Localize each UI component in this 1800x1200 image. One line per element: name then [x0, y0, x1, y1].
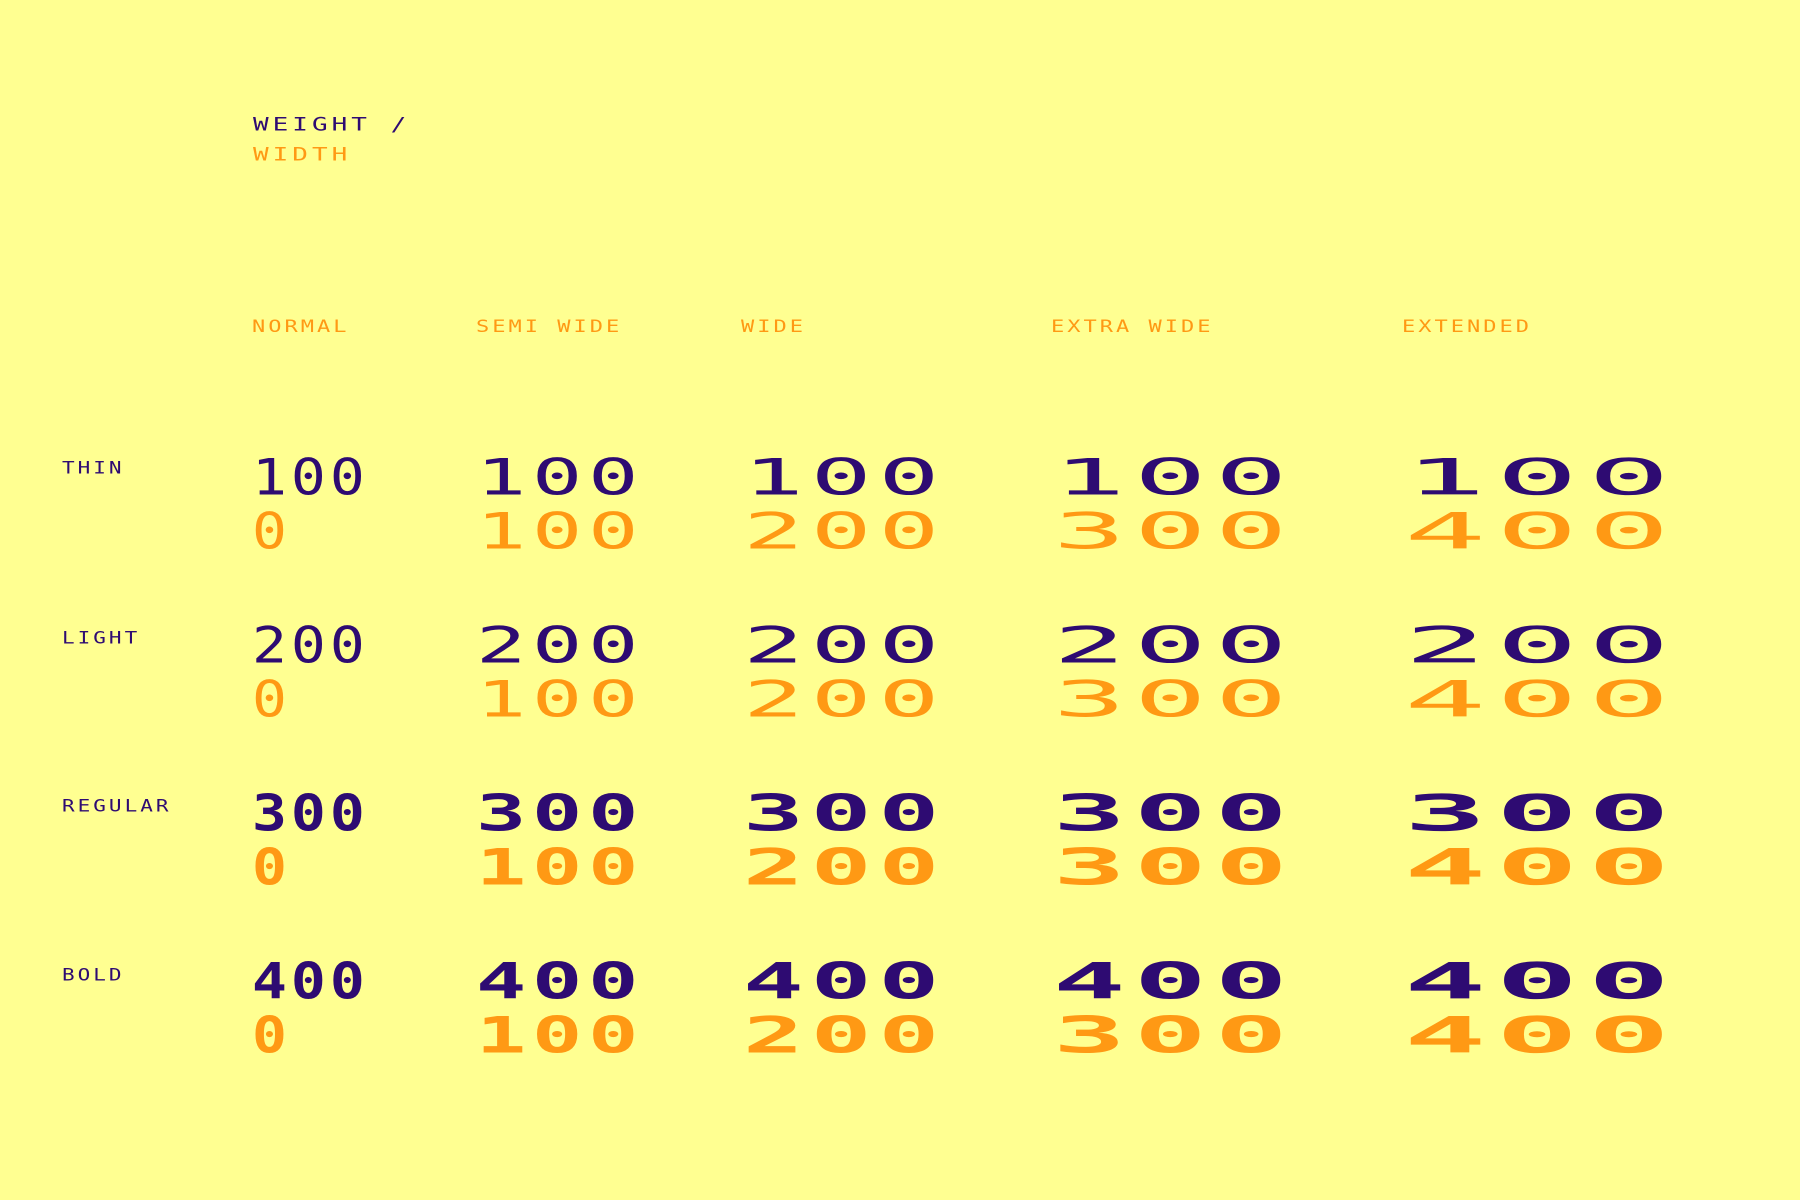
width-value: 100 [476, 669, 645, 729]
sample-light-extended: 200 400 [1404, 620, 1670, 730]
width-value: 400 [1404, 1005, 1680, 1065]
weight-title: WEIGHT / [253, 114, 411, 136]
sample-light-wide: 200 200 [743, 620, 939, 730]
width-value: 100 [476, 837, 645, 897]
column-header-extended: EXTENDED [1402, 317, 1532, 337]
width-value: 300 [1053, 669, 1296, 729]
weight-value: 400 [476, 951, 645, 1011]
sample-regular-normal: 300 0 [252, 783, 369, 898]
width-title: WIDTH [253, 144, 352, 166]
width-value: 300 [1053, 837, 1296, 897]
weight-value: 200 [1053, 615, 1296, 675]
weight-value: 400 [1404, 951, 1680, 1011]
sample-thin-wide: 100 200 [743, 452, 939, 562]
row-label-light: LIGHT [62, 628, 141, 648]
width-value: 100 [476, 1005, 645, 1065]
sample-regular-semi-wide: 300 100 [476, 788, 638, 898]
width-value: 0 [252, 501, 291, 561]
width-value: 400 [1404, 501, 1680, 561]
column-header-extra-wide: EXTRA WIDE [1051, 317, 1214, 337]
sample-bold-extra-wide: 400 300 [1053, 956, 1288, 1066]
weight-value: 100 [252, 447, 369, 507]
width-value: 0 [252, 669, 291, 729]
column-header-wide: WIDE [741, 317, 806, 337]
weight-value: 200 [1404, 615, 1680, 675]
width-value: 200 [743, 501, 947, 561]
row-label-bold: BOLD [62, 965, 125, 985]
weight-value: 100 [1053, 447, 1296, 507]
sample-thin-semi-wide: 100 100 [476, 452, 638, 562]
weight-value: 200 [476, 615, 645, 675]
sample-light-extra-wide: 200 300 [1053, 620, 1288, 730]
width-value: 200 [743, 669, 947, 729]
width-value: 300 [1053, 1005, 1296, 1065]
width-value: 100 [476, 501, 645, 561]
weight-value: 200 [252, 615, 369, 675]
weight-value: 100 [743, 447, 947, 507]
sample-light-semi-wide: 200 100 [476, 620, 638, 730]
sample-light-normal: 200 0 [252, 615, 369, 730]
weight-value: 300 [252, 783, 369, 843]
sample-bold-wide: 400 200 [743, 956, 939, 1066]
column-header-semi-wide: SEMI WIDE [476, 317, 623, 337]
width-value: 0 [252, 1005, 291, 1065]
width-value: 300 [1053, 501, 1296, 561]
sample-regular-wide: 300 200 [743, 788, 939, 898]
sample-regular-extended: 300 400 [1404, 788, 1670, 898]
row-label-regular: REGULAR [62, 796, 172, 816]
column-header-normal: NORMAL [252, 317, 350, 337]
weight-value: 400 [252, 951, 369, 1011]
sample-thin-extended: 100 400 [1404, 452, 1670, 562]
weight-value: 400 [1053, 951, 1296, 1011]
weight-value: 300 [476, 783, 645, 843]
width-value: 400 [1404, 669, 1680, 729]
weight-value: 400 [743, 951, 947, 1011]
sample-thin-extra-wide: 100 300 [1053, 452, 1288, 562]
width-value: 200 [743, 1005, 947, 1065]
sample-bold-normal: 400 0 [252, 951, 369, 1066]
row-label-thin: THIN [62, 458, 125, 478]
width-value: 0 [252, 837, 291, 897]
weight-value: 100 [476, 447, 645, 507]
sample-bold-semi-wide: 400 100 [476, 956, 638, 1066]
sample-bold-extended: 400 400 [1404, 956, 1670, 1066]
width-value: 400 [1404, 837, 1680, 897]
weight-value: 200 [743, 615, 947, 675]
weight-value: 100 [1404, 447, 1680, 507]
width-value: 200 [743, 837, 947, 897]
weight-value: 300 [743, 783, 947, 843]
sample-regular-extra-wide: 300 300 [1053, 788, 1288, 898]
weight-value: 300 [1053, 783, 1296, 843]
weight-value: 300 [1404, 783, 1680, 843]
sample-thin-normal: 100 0 [252, 447, 369, 562]
